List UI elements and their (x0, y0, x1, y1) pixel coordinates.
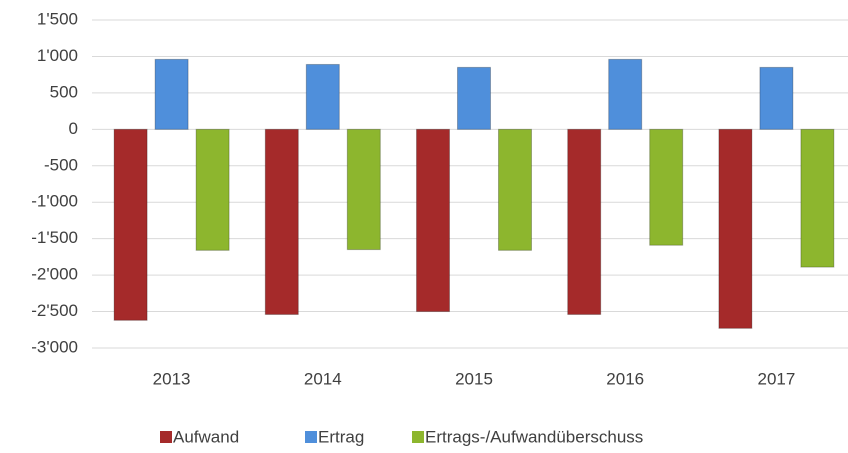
x-tick-label: 2016 (606, 369, 644, 388)
x-tick-label: 2015 (455, 369, 493, 388)
y-tick-label: -2'500 (31, 301, 78, 320)
x-tick-label: 2017 (757, 369, 795, 388)
y-tick-label: -3'000 (31, 337, 78, 356)
x-tick-label: 2014 (304, 369, 342, 388)
bar (649, 128, 684, 246)
bar (567, 128, 602, 315)
legend-label: Ertrag (318, 427, 364, 446)
bar (759, 66, 794, 130)
y-tick-label: -1'500 (31, 228, 78, 247)
bar (154, 58, 189, 130)
y-tick-label: -2'000 (31, 265, 78, 284)
bar (800, 128, 835, 268)
bar (264, 128, 299, 315)
y-tick-label: 0 (69, 119, 78, 138)
y-tick-label: -500 (44, 155, 78, 174)
y-tick-label: -1'000 (31, 192, 78, 211)
legend-label: Aufwand (173, 427, 239, 446)
bar (346, 128, 381, 251)
bar (718, 128, 753, 329)
legend-label: Ertrags-/Aufwandüberschuss (425, 427, 643, 446)
bar (608, 58, 643, 130)
legend-swatch (305, 431, 317, 443)
bar (498, 128, 532, 251)
x-tick-label: 2013 (153, 369, 191, 388)
bar (457, 66, 491, 130)
bar (195, 128, 230, 251)
bar (305, 63, 340, 130)
legend-swatch (412, 431, 424, 443)
bar (113, 128, 148, 321)
legend-swatch (160, 431, 172, 443)
y-tick-label: 1'500 (37, 9, 78, 28)
y-tick-label: 500 (50, 82, 78, 101)
bar (416, 128, 450, 313)
y-tick-label: 1'000 (37, 46, 78, 65)
